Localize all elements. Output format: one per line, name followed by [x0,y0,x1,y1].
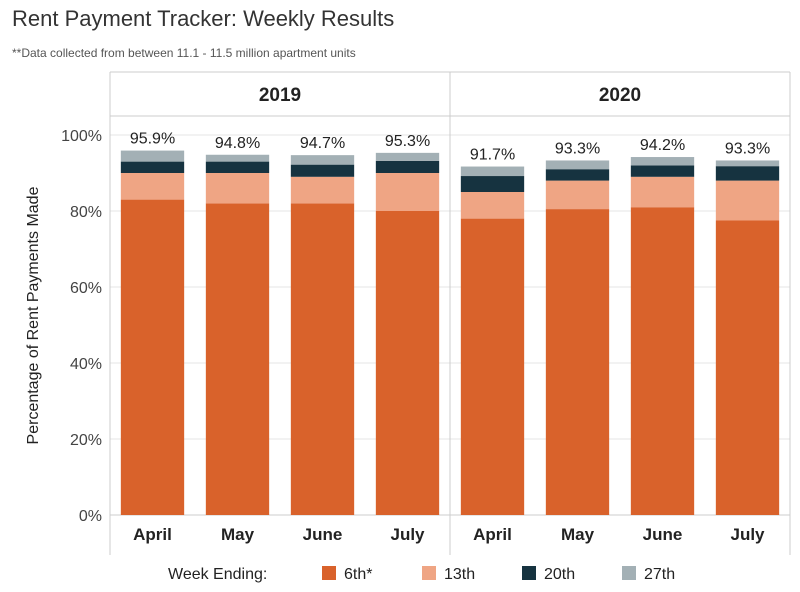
bar-segment [290,176,355,204]
bar-segment [545,169,610,181]
y-tick-label: 100% [61,128,102,145]
x-tick-label: July [390,525,425,544]
legend-swatch [522,566,536,580]
bar-segment [120,199,185,515]
y-tick-label: 0% [79,508,102,525]
bar-segment [545,180,610,210]
bar-segment [715,180,780,221]
bar-segment [120,161,185,173]
y-tick-label: 80% [70,204,102,221]
y-tick-label: 60% [70,280,102,297]
x-tick-label: May [221,525,255,544]
legend-entry: 6th* [344,566,372,583]
total-label: 94.2% [640,137,685,154]
y-tick-label: 20% [70,432,102,449]
chart-title: Rent Payment Tracker: Weekly Results [12,6,395,31]
bar-segment [290,155,355,165]
x-tick-label: April [133,525,172,544]
x-tick-label: April [473,525,512,544]
bar-segment [375,211,440,515]
legend-title: Week Ending: [168,566,267,583]
panel-label: 2019 [259,85,301,106]
total-label: 91.7% [470,147,515,164]
x-tick-label: July [730,525,765,544]
legend-swatch [322,566,336,580]
legend-swatch [622,566,636,580]
bar-segment [460,166,525,177]
bar-segment [545,160,610,170]
legend-entry: 20th [544,566,575,583]
bar-segment [460,176,525,192]
bar-segment [205,161,270,173]
bar-segment [630,176,695,208]
bar-segment [290,203,355,515]
bar-segment [715,166,780,181]
x-tick-label: June [643,525,683,544]
bar-segment [460,192,525,219]
legend-entry: 13th [444,566,475,583]
bar-segment [120,150,185,162]
bar-segment [630,165,695,177]
x-tick-label: May [561,525,595,544]
bar-segment [375,173,440,211]
chart-subtitle: **Data collected from between 11.1 - 11.… [12,46,356,60]
bar-segment [630,157,695,166]
total-label: 93.3% [555,140,600,157]
total-label: 93.3% [725,140,770,157]
bar-segment [205,203,270,515]
bar-segment [715,220,780,515]
legend-entry: 27th [644,566,675,583]
total-label: 94.7% [300,135,345,152]
bar-segment [715,160,780,167]
bar-segment [205,154,270,162]
bar-segment [120,173,185,200]
bar-segment [460,218,525,515]
total-label: 95.9% [130,131,175,148]
total-label: 95.3% [385,133,430,150]
bar-segment [290,164,355,177]
bar-segment [375,160,440,173]
panel-label: 2020 [599,85,641,106]
bar-segment [545,209,610,515]
total-label: 94.8% [215,135,260,152]
bar-segment [375,152,440,161]
y-axis-label: Percentage of Rent Payments Made [25,186,42,444]
legend-swatch [422,566,436,580]
bar-segment [630,207,695,515]
bar-segment [205,173,270,204]
x-tick-label: June [303,525,343,544]
y-tick-label: 40% [70,356,102,373]
